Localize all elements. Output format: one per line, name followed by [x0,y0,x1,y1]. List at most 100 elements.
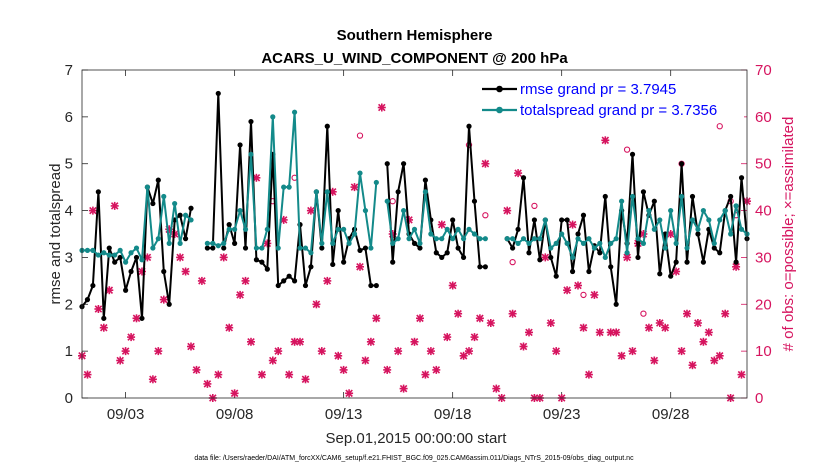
totalspread-point [259,245,265,251]
obs-possible-marker [482,212,489,219]
rmse-point [695,231,701,237]
left-y-tick-label: 2 [65,296,73,313]
rmse-point [123,287,129,293]
totalspread-point [395,236,401,242]
rmse-point [384,161,390,167]
obs-assimilated-marker [579,323,588,332]
totalspread-point [270,114,276,120]
rmse-point [232,240,238,246]
rmse-point [689,193,696,200]
rmse-point [106,245,112,251]
obs-assimilated-marker [644,323,653,332]
right-y-tick-label: 30 [755,249,772,266]
totalspread-point [482,236,488,242]
rmse-point [608,264,614,270]
obs-assimilated-marker [323,276,332,285]
totalspread-point [117,247,123,253]
x-ticks: 09/03 09/08 09/13 09/18 09/23 09/28 [107,70,689,423]
rmse-point [717,250,723,256]
totalspread-point [700,207,706,214]
rmse-point [738,175,745,181]
rmse-point [548,254,554,261]
totalspread-point [123,259,129,265]
rmse-point [128,268,134,275]
totalspread-point [182,212,189,218]
totalspread-point [548,245,554,251]
totalspread-point [722,207,728,214]
totalspread-point [341,226,347,232]
rmse-point [553,273,559,279]
rmse-point [678,161,685,167]
totalspread-point [537,236,543,242]
rmse-point [444,250,450,256]
totalspread-point [689,217,696,223]
rmse-point [139,315,145,321]
totalspread-point [384,198,390,204]
obs-assimilated-marker [181,267,190,276]
obs-assimilated-marker [159,295,168,304]
rmse-point [597,250,603,256]
rmse-point [433,250,439,256]
obs-assimilated-marker [225,323,234,332]
obs-assimilated-marker [546,319,555,327]
obs-assimilated-marker [617,351,626,360]
obs-assimilated-marker [650,356,659,365]
totalspread-point [373,179,379,186]
totalspread-point [161,193,167,200]
obs-assimilated-marker [230,389,239,398]
totalspread-point [586,236,592,242]
obs-assimilated-marker [99,323,108,332]
rmse-point [668,273,674,279]
rmse-point [657,271,663,277]
legend-box [478,76,744,121]
totalspread-point [684,245,690,251]
chart-title-line1: Southern Hemisphere [337,27,493,44]
obs-assimilated-marker [94,305,103,313]
obs-assimilated-marker [710,356,719,365]
obs-assimilated-marker [432,365,441,374]
obs-assimilated-marker [410,337,419,346]
totalspread-point [591,245,597,251]
left-y-tick-label: 3 [65,249,73,266]
totalspread-point [139,257,145,263]
totalspread-point [673,240,679,246]
rmse-point [482,264,488,270]
totalspread-point [390,240,396,246]
rmse-point [477,264,483,270]
totalspread-point [417,240,423,246]
obs-possible-marker [716,123,723,130]
obs-assimilated-marker [116,356,125,365]
axes-box [81,69,748,399]
right-y-tick-label: 0 [755,390,763,407]
rmse-point [700,259,706,265]
totalspread-point [651,226,657,232]
totalspread-point [291,109,298,115]
totalspread-point [112,252,118,258]
obs-possible-marker [623,146,631,153]
totalspread-point [210,240,216,246]
totalspread-point [144,184,151,190]
right-y-tick-label: 70 [755,62,772,79]
obs-assimilated-marker [187,342,195,351]
legend-spread-label: totalspread grand pr = 3.7356 [520,102,717,119]
obs-assimilated-marker [601,136,610,145]
obs-assimilated-marker [301,375,310,384]
obs-assimilated-marker [214,370,223,379]
obs-possible-marker [640,310,647,317]
obs-assimilated-marker [268,356,277,365]
right-y-tick-label: 10 [755,343,772,360]
obs-assimilated-marker [454,309,463,318]
rmse-point [411,240,418,246]
obs-assimilated-marker [339,365,348,374]
rmse-point [84,297,91,303]
obs-possible-marker [356,132,364,139]
totalspread-point [101,250,107,256]
rmse-point [95,189,101,195]
obs-assimilated-marker [421,370,430,379]
totalspread-point [542,217,548,223]
rmse-point [264,266,270,272]
obs-assimilated-marker [606,328,615,337]
right-y-axis-label: # of obs: o=possible; ×=assimilated [780,117,797,352]
obs-assimilated-marker [285,370,294,379]
